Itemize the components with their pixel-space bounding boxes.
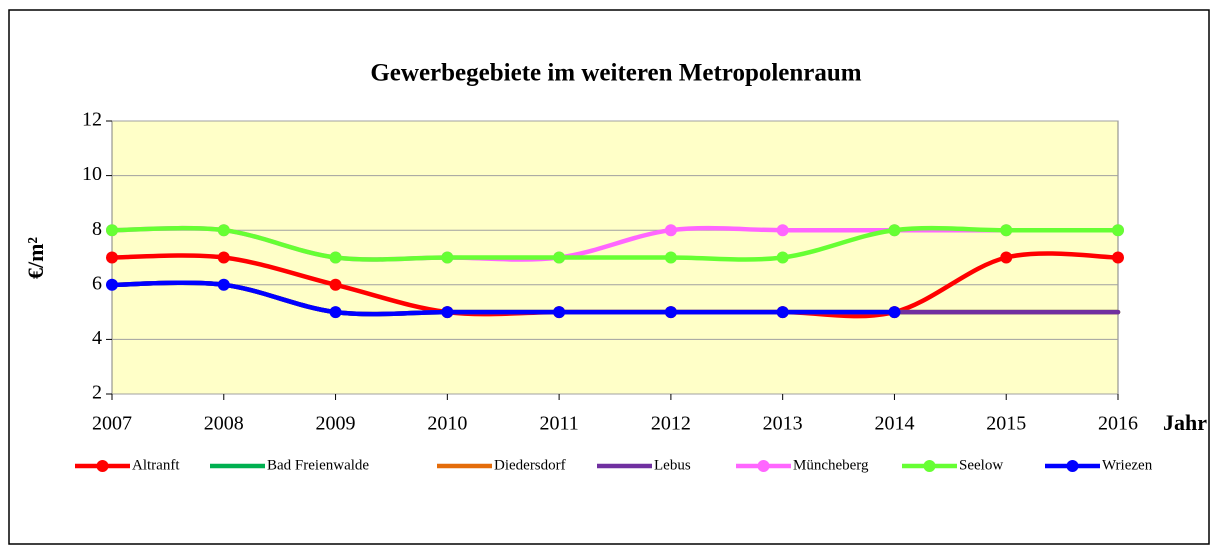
data-point	[776, 251, 789, 264]
data-point	[664, 306, 677, 319]
legend-label: Lebus	[654, 457, 691, 473]
data-point	[664, 224, 677, 237]
legend-label: Müncheberg	[793, 457, 869, 473]
legend-label: Bad Freienwalde	[267, 457, 369, 473]
x-tick-label: 2008	[204, 413, 244, 435]
data-point	[553, 306, 566, 319]
data-point	[329, 251, 342, 264]
data-point	[217, 251, 230, 264]
data-point	[776, 224, 789, 237]
x-tick-label: 2007	[92, 413, 132, 435]
x-tick-label: 2010	[427, 413, 467, 435]
data-point	[217, 278, 230, 291]
legend-marker	[923, 460, 936, 472]
data-point	[1000, 224, 1013, 237]
y-tick-label: 6	[92, 272, 102, 294]
data-point	[441, 306, 454, 319]
data-point	[106, 224, 118, 237]
y-axis-label: €/m²	[23, 237, 48, 279]
y-tick-label: 2	[92, 382, 102, 404]
data-point	[888, 224, 901, 237]
data-point	[441, 251, 454, 264]
legend-label: Seelow	[959, 457, 1003, 473]
data-point	[106, 251, 118, 264]
x-tick-label: 2016	[1098, 413, 1138, 435]
chart-title: Gewerbegebiete im weiteren Metropolenrau…	[370, 60, 861, 87]
data-point	[664, 251, 677, 264]
x-tick-label: 2009	[316, 413, 356, 435]
data-point	[888, 306, 901, 319]
data-point	[329, 306, 342, 319]
series-line	[109, 225, 1121, 262]
legend-label: Diedersdorf	[494, 457, 566, 473]
data-point	[329, 278, 342, 291]
x-tick-label: 2011	[539, 413, 578, 435]
legend-marker	[757, 460, 770, 472]
data-point	[776, 306, 789, 319]
y-tick-label: 10	[82, 163, 102, 185]
data-point	[553, 251, 566, 264]
legend-label: Wriezen	[1102, 457, 1153, 473]
series-line	[109, 280, 897, 317]
legend-marker	[1066, 460, 1079, 472]
x-tick-label: 2014	[874, 413, 914, 435]
y-tick-label: 12	[82, 109, 102, 131]
y-tick-label: 4	[92, 327, 102, 349]
legend-marker	[96, 460, 109, 472]
data-point	[1112, 251, 1124, 264]
data-point	[1000, 251, 1013, 264]
legend-label: Altranft	[132, 457, 180, 473]
data-point	[217, 224, 230, 237]
x-tick-label: 2013	[763, 413, 803, 435]
x-tick-label: 2012	[651, 413, 691, 435]
y-tick-label: 8	[92, 218, 102, 240]
data-point	[106, 278, 118, 291]
x-tick-label: 2015	[986, 413, 1026, 435]
x-axis-label: Jahr	[1163, 410, 1207, 435]
data-point	[1112, 224, 1124, 237]
